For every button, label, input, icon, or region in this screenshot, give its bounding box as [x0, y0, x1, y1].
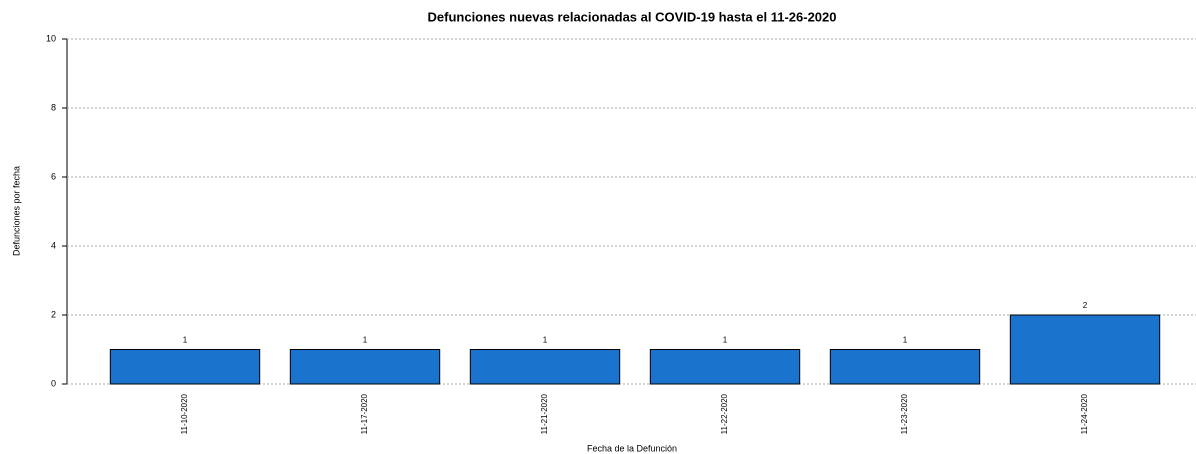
bar: [829, 349, 981, 385]
y-tick-label: 10: [46, 33, 56, 43]
value-label: 1: [903, 336, 908, 345]
x-tick-label: 11-17-2020: [360, 393, 369, 434]
y-tick-label: 2: [51, 309, 56, 319]
bar: [289, 349, 441, 385]
value-label: 2: [1083, 301, 1088, 310]
y-tick-label: 4: [51, 240, 56, 250]
x-tick-label: 11-23-2020: [900, 393, 909, 434]
bar: [109, 349, 261, 385]
value-label: 1: [363, 336, 368, 345]
x-tick-label: 11-22-2020: [720, 393, 729, 434]
bar: [469, 349, 621, 385]
value-label: 1: [183, 336, 188, 345]
y-tick-label: 0: [51, 378, 56, 388]
y-axis-label: Defunciones por fecha: [11, 166, 21, 256]
y-tick-label: 8: [51, 102, 56, 112]
y-tick-label: 6: [51, 171, 56, 181]
value-label: 1: [723, 336, 728, 345]
x-tick-label: 11-24-2020: [1080, 393, 1089, 434]
bar: [1009, 314, 1161, 385]
x-tick-label: 11-10-2020: [180, 393, 189, 434]
bar: [649, 349, 801, 385]
chart-title: Defunciones nuevas relacionadas al COVID…: [428, 9, 837, 24]
value-label: 1: [543, 336, 548, 345]
x-tick-label: 11-21-2020: [540, 393, 549, 434]
x-axis-label: Fecha de la Defunción: [587, 443, 677, 453]
